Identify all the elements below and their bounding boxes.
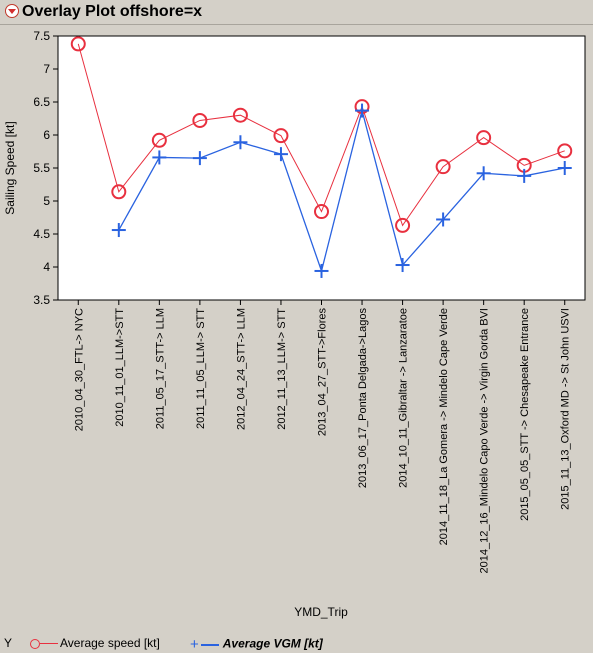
legend-vgm-label: Average VGM [kt] xyxy=(222,636,323,651)
vgm-point xyxy=(395,258,410,273)
y-tick-label: 4.5 xyxy=(33,227,50,241)
legend: Y Average speed [kt] + Average VGM [kt] xyxy=(0,630,593,653)
x-axis: 2010_04_30_FTL-> NYC 2010_11_01_LLM->STT 2… xyxy=(73,300,572,574)
speed-point xyxy=(111,184,127,200)
y-tick-label: 7 xyxy=(43,62,50,76)
title-bar: Overlay Plot offshore=x xyxy=(0,0,593,25)
speed-point xyxy=(435,159,451,175)
speed-point xyxy=(557,143,573,159)
x-tick-label: 2011_11_05_LLM-> STT xyxy=(195,308,207,429)
y-tick-label: 3.5 xyxy=(33,293,50,307)
speed-point xyxy=(232,107,248,123)
legend-y-label: Y xyxy=(4,636,13,650)
x-tick-label: 2015_05_05_STT -> Chesapeake Entrance xyxy=(519,308,531,521)
circle-marker-icon xyxy=(30,638,40,649)
x-tick-label: 2013_06_17_Ponta Delgada->Lagos xyxy=(357,308,369,489)
vgm-point xyxy=(557,161,572,175)
overlay-chart: 7.5 7 6.5 6 5.5 5 4.5 4 3.5 2010_04_30_FTL-> NYC… xyxy=(3,29,586,619)
speed-point xyxy=(273,128,289,144)
y-tick-label: 5.5 xyxy=(33,161,50,175)
blue-line-icon xyxy=(200,643,219,646)
plot-frame xyxy=(57,35,586,301)
vgm-point xyxy=(476,166,491,181)
speed-point xyxy=(192,112,208,128)
x-tick-label: 2014_10_11_Gibraltar -> Lanzaratoe xyxy=(398,308,410,488)
x-tick-label: 2012_04_24_STT-> LLM xyxy=(235,308,247,430)
plus-marker-icon: + xyxy=(190,636,199,653)
speed-point xyxy=(151,132,167,148)
page-title: Overlay Plot offshore=x xyxy=(22,3,203,20)
y-axis-label: Sailing Speed [kt] xyxy=(3,121,17,214)
x-tick-label: 2013_04_27_STT->Flores xyxy=(317,308,329,437)
x-tick-label: 2015_11_13_Oxford MD -> St John USVI xyxy=(560,308,572,510)
x-tick-label: 2014_12_16_Mindelo Capo Verde -> Virgin … xyxy=(479,308,491,574)
speed-point xyxy=(70,36,86,52)
y-tick-label: 6.5 xyxy=(33,95,50,109)
speed-point xyxy=(395,217,411,233)
vgm-point xyxy=(355,103,370,118)
speed-point xyxy=(314,204,329,220)
vgm-point xyxy=(314,263,329,278)
speed-series-line xyxy=(77,43,565,227)
red-line-icon xyxy=(40,643,58,645)
legend-item-vgm[interactable]: + Average VGM [kt] xyxy=(190,636,323,653)
legend-item-speed[interactable]: Average speed [kt] xyxy=(30,636,160,650)
y-tick-label: 7.5 xyxy=(33,29,50,43)
vgm-point xyxy=(517,168,532,183)
vgm-point xyxy=(273,147,288,162)
y-tick-label: 4 xyxy=(43,260,50,274)
x-tick-label: 2010_04_30_FTL-> NYC xyxy=(73,308,85,431)
disclosure-icon[interactable] xyxy=(5,4,19,18)
x-axis-label: YMD_Trip xyxy=(294,605,348,619)
x-tick-label: 2011_05_17_STT-> LLM xyxy=(154,308,166,429)
y-axis: 7.5 7 6.5 6 5.5 5 4.5 4 3.5 xyxy=(33,29,58,307)
vgm-point xyxy=(152,150,167,165)
x-tick-label: 2014_11_18_La Gomera -> Mindelo Cape Ver… xyxy=(438,308,450,545)
x-tick-label: 2012_11_13_LLM-> STT xyxy=(276,308,288,430)
vgm-point xyxy=(436,212,451,227)
vgm-point xyxy=(192,151,207,166)
x-tick-label: 2010_11_01_LLM->STT xyxy=(114,308,126,427)
series-markers xyxy=(70,36,573,278)
speed-point xyxy=(476,130,492,146)
vgm-point xyxy=(111,223,126,238)
y-tick-label: 5 xyxy=(43,194,50,208)
y-tick-label: 6 xyxy=(43,128,50,142)
vgm-point xyxy=(233,135,248,150)
legend-speed-label: Average speed [kt] xyxy=(60,636,160,650)
